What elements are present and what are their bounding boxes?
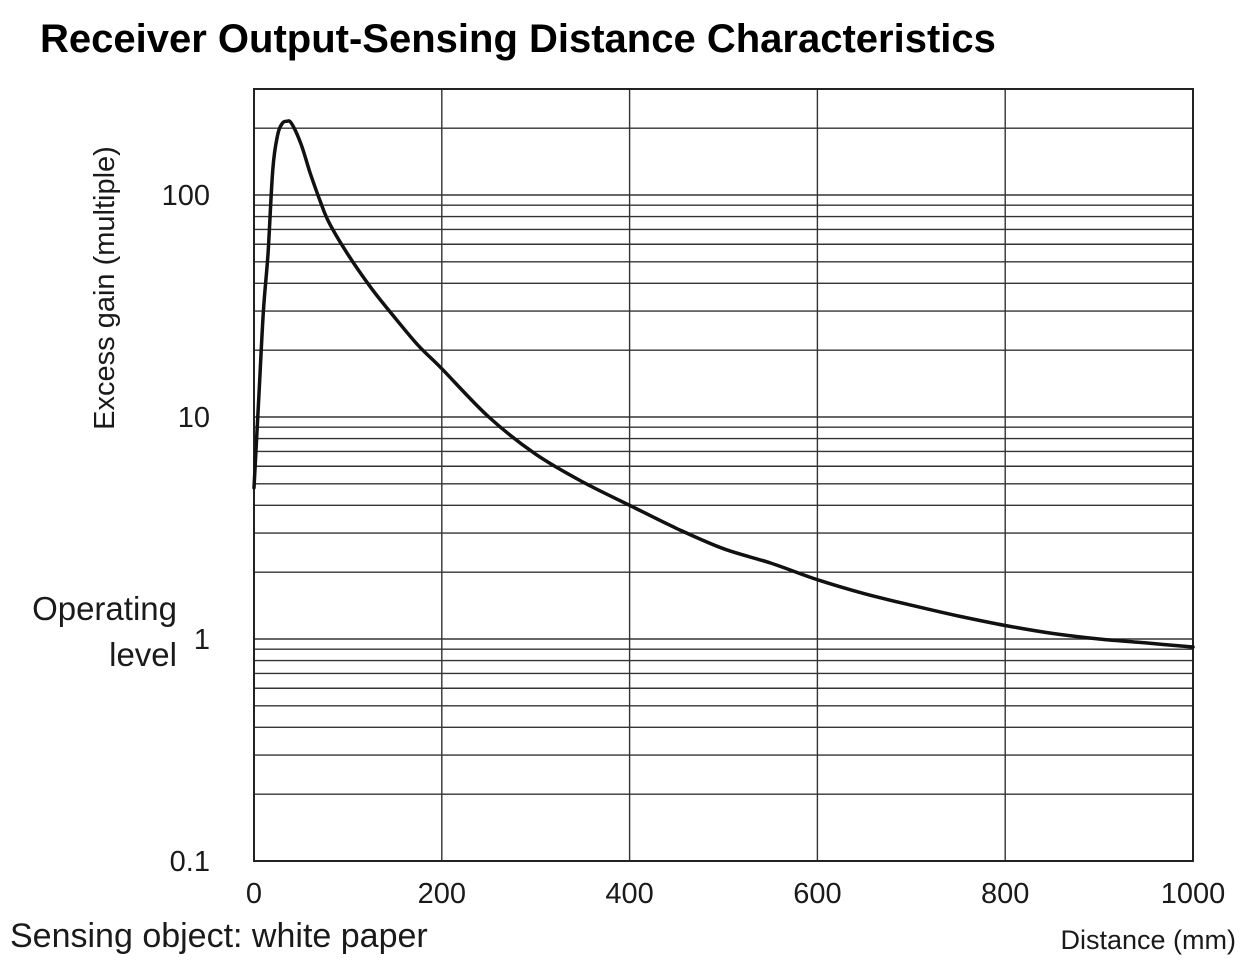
annotation-line-2: level (109, 636, 177, 673)
sensing-object-note: Sensing object: white paper (10, 917, 428, 955)
x-tick-label-0: 0 (246, 878, 262, 910)
annotation-line-1: Operating (32, 590, 177, 627)
chart-title: Receiver Output-Sensing Distance Charact… (40, 17, 996, 61)
x-tick-label-5: 1000 (1161, 878, 1226, 910)
x-tick-labels: 0 200 400 600 800 1000 (246, 878, 1225, 910)
y-tick-label-3: 100 (162, 180, 210, 212)
x-tick-label-4: 800 (981, 878, 1029, 910)
x-tick-label-1: 200 (418, 878, 466, 910)
y-tick-label-2: 10 (178, 402, 210, 434)
x-tick-label-3: 600 (793, 878, 841, 910)
x-axis-label: Distance (mm) (1060, 925, 1236, 955)
y-axis-label: Excess gain (multiple) (89, 146, 121, 430)
operating-level-annotation: Operating level (32, 590, 177, 673)
series-line-excess-gain (252, 119, 1195, 649)
x-tick-label-2: 400 (605, 878, 653, 910)
y-tick-labels: 0.1 1 10 100 (162, 180, 210, 878)
y-tick-label-1: 1 (194, 624, 210, 656)
grid (254, 88, 1193, 861)
y-tick-label-0: 0.1 (170, 846, 210, 878)
